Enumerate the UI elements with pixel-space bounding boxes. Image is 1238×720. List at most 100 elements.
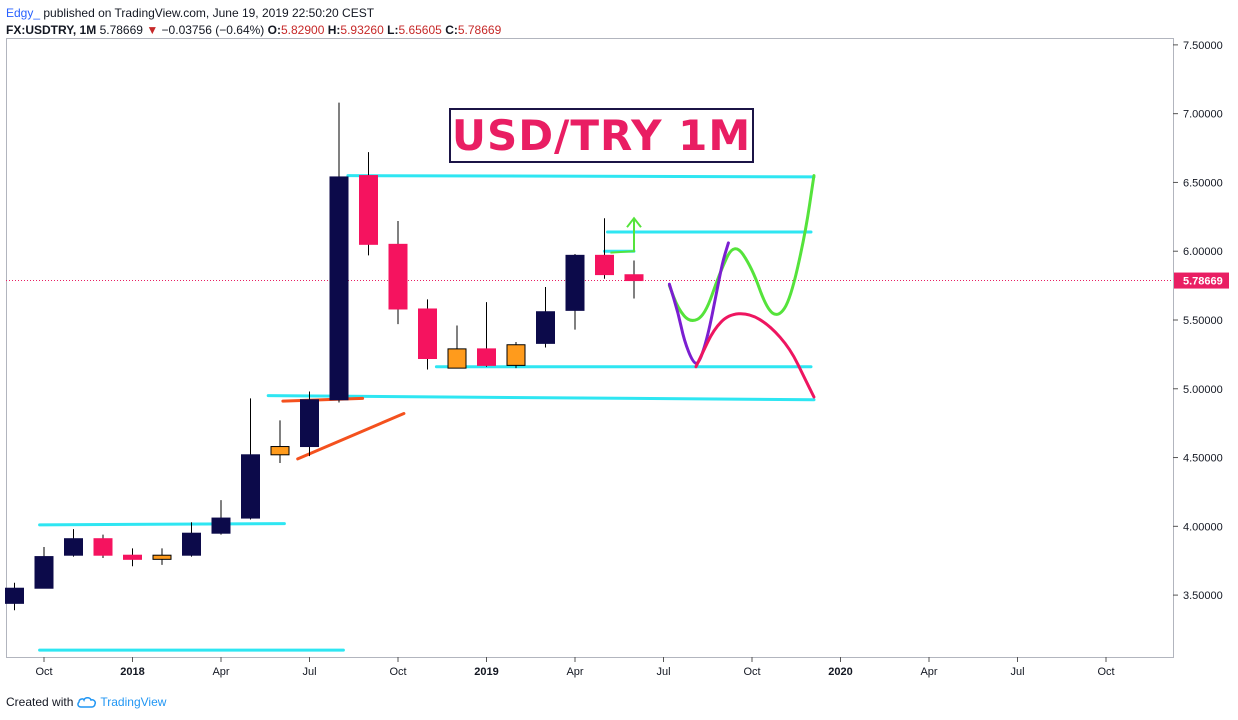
candle-body <box>93 538 113 556</box>
y-tick-label: 3.50000 <box>1183 590 1223 602</box>
candle-body <box>595 254 614 276</box>
low-value: 5.65605 <box>398 23 442 37</box>
x-tick-label: Oct <box>1097 666 1114 678</box>
y-tick-label: 6.50000 <box>1183 177 1223 189</box>
open-value: 5.82900 <box>280 23 325 37</box>
y-tick-label: 7.50000 <box>1183 40 1223 52</box>
candle-body <box>477 348 496 366</box>
symbol-info: FX:USDTRY, 1M 5.78669 ▼ −0.03756 (−0.64%… <box>6 23 501 37</box>
projection-arrow-shaft[interactable] <box>610 218 635 254</box>
x-tick-label: Jul <box>302 666 316 678</box>
down-arrow-icon: ▼ <box>146 23 159 37</box>
candle-body <box>300 399 319 448</box>
y-tick-label: 5.50000 <box>1183 315 1223 327</box>
candle-2019-05[interactable] <box>595 218 614 279</box>
candle-2019-03[interactable] <box>536 286 555 348</box>
brand-name: TradingView <box>100 695 167 709</box>
created-with-text: Created with <box>6 695 74 709</box>
last-price-badge <box>1174 272 1229 289</box>
author-link[interactable]: Edgy_ <box>6 6 41 20</box>
x-tick-label: 2019 <box>474 666 498 678</box>
candle-2017-11[interactable] <box>64 529 83 557</box>
candle-2017-09[interactable] <box>5 582 24 611</box>
candle-body <box>270 446 290 456</box>
candle-body <box>5 587 24 604</box>
x-tick-label: Oct <box>743 666 760 678</box>
candle-2018-07[interactable] <box>300 391 319 457</box>
tradingview-logo[interactable]: TradingView <box>77 695 166 709</box>
candle-body <box>418 308 437 360</box>
candle-2017-12[interactable] <box>93 534 113 558</box>
candle-body <box>34 556 54 589</box>
footer: Created with TradingView <box>6 695 166 709</box>
x-tick-label: Oct <box>389 666 406 678</box>
candle-2018-02[interactable] <box>152 548 172 565</box>
candle-2019-01[interactable] <box>477 302 496 367</box>
projection-purple-path[interactable] <box>667 241 730 365</box>
y-tick-label: 4.00000 <box>1183 521 1223 533</box>
x-tick-label: Jul <box>656 666 670 678</box>
x-tick-label: Apr <box>212 666 229 678</box>
symbol-label: FX:USDTRY, 1M <box>6 23 97 37</box>
trend-line-rising-trend[interactable] <box>296 412 406 461</box>
candle-body <box>152 554 172 560</box>
candle-body <box>241 454 260 519</box>
y-tick-label: 4.50000 <box>1183 453 1223 465</box>
candle-2018-11[interactable] <box>418 299 437 370</box>
high-value: 5.93260 <box>340 23 384 37</box>
y-tick-label: 7.00000 <box>1183 109 1223 121</box>
candle-body <box>388 243 408 310</box>
close-label: C: <box>445 23 458 37</box>
candle-body <box>565 254 585 311</box>
chart-title: USD/TRY 1M <box>449 108 754 163</box>
support-line-range-top[interactable] <box>346 174 816 179</box>
up-arrow-icon <box>626 216 642 228</box>
x-tick-label: Apr <box>566 666 583 678</box>
y-tick-label: 5.00000 <box>1183 384 1223 396</box>
published-text: published on TradingView.com, June 19, 2… <box>43 6 375 20</box>
open-label: O: <box>267 23 281 37</box>
y-tick-label: 6.00000 <box>1183 246 1223 258</box>
close-value: 5.78669 <box>457 23 502 37</box>
candle-2019-04[interactable] <box>565 253 585 330</box>
candle-2018-05[interactable] <box>241 398 260 520</box>
x-tick-label: Apr <box>920 666 937 678</box>
projection-red-path[interactable] <box>694 312 816 399</box>
candle-body <box>329 176 349 401</box>
x-tick-label: 2018 <box>120 666 144 678</box>
publish-info: Edgy_ published on TradingView.com, June… <box>6 6 374 20</box>
high-label: H: <box>327 23 341 37</box>
candle-2019-06[interactable] <box>624 260 644 299</box>
projection-green-path[interactable] <box>667 174 816 322</box>
candle-body <box>536 311 555 344</box>
candle-2018-01[interactable] <box>123 548 142 567</box>
trend-line-flag-top[interactable] <box>281 396 365 403</box>
x-tick-label: Jul <box>1010 666 1024 678</box>
candle-body <box>624 274 644 282</box>
low-label: L: <box>387 23 399 37</box>
candle-body <box>64 538 83 556</box>
support-line-2017-resistance[interactable] <box>38 522 286 527</box>
candle-body <box>211 517 231 534</box>
candle-2017-10[interactable] <box>34 546 54 589</box>
candle-2018-08[interactable] <box>329 102 349 403</box>
candle-2018-04[interactable] <box>211 500 231 535</box>
x-tick-label: 2020 <box>828 666 852 678</box>
x-tick-label: Oct <box>35 666 52 678</box>
arrow-head <box>626 216 642 228</box>
candle-body <box>123 554 142 560</box>
candle-2018-09[interactable] <box>359 152 378 256</box>
candle-body <box>506 344 526 366</box>
price-change: −0.03756 (−0.64%) <box>161 23 265 37</box>
last-price-value: 5.78669 <box>99 23 143 37</box>
candle-body <box>182 532 201 556</box>
candle-2018-10[interactable] <box>388 220 408 325</box>
candle-2019-02[interactable] <box>506 341 526 369</box>
candle-2018-03[interactable] <box>182 522 201 557</box>
last-price-label: 5.78669 <box>1183 276 1223 288</box>
candle-2018-06[interactable] <box>270 420 290 464</box>
support-line-breakout-level[interactable] <box>266 394 816 402</box>
candle-2018-12[interactable] <box>447 325 467 369</box>
cloud-icon <box>77 697 97 708</box>
